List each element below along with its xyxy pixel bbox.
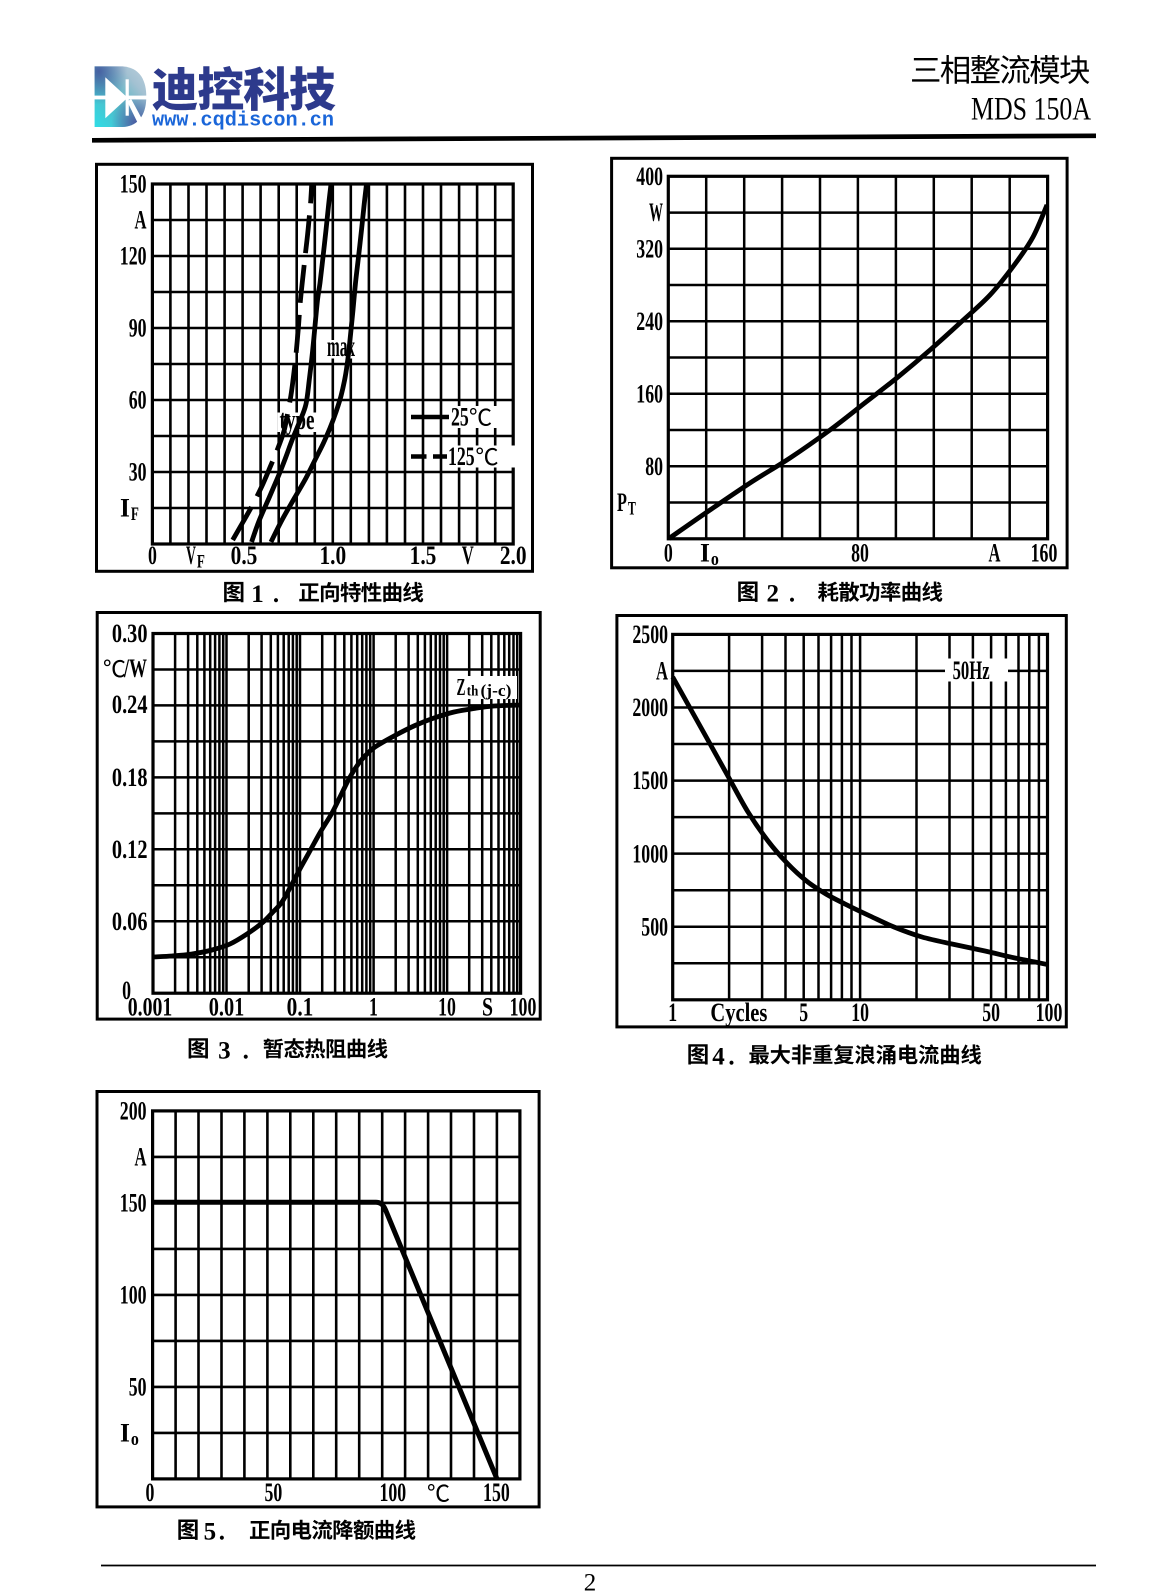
svg-text:F: F — [131, 504, 139, 525]
svg-text:A: A — [135, 206, 147, 235]
svg-text:V: V — [186, 541, 196, 570]
svg-text:1: 1 — [668, 998, 677, 1027]
svg-text:500: 500 — [641, 912, 668, 941]
svg-text:150: 150 — [120, 1189, 147, 1218]
svg-text:0.001: 0.001 — [128, 992, 173, 1021]
svg-text:MDS 150A: MDS 150A — [971, 92, 1091, 128]
svg-text:.: . — [789, 581, 795, 608]
svg-text:.: . — [728, 1043, 734, 1070]
svg-text:0.30: 0.30 — [112, 619, 148, 648]
svg-text:W: W — [649, 198, 663, 227]
svg-text:150: 150 — [483, 1478, 510, 1507]
svg-text:0: 0 — [146, 1478, 155, 1507]
svg-text:5: 5 — [799, 998, 808, 1027]
svg-text:0: 0 — [148, 541, 157, 570]
svg-text:Cycles: Cycles — [710, 998, 767, 1027]
svg-text:5: 5 — [204, 1519, 217, 1546]
svg-text:.: . — [243, 1037, 249, 1064]
svg-text:4: 4 — [712, 1043, 725, 1070]
svg-text:160: 160 — [636, 379, 663, 408]
svg-text:30: 30 — [129, 458, 147, 487]
svg-text:th: th — [467, 683, 479, 699]
svg-text:.: . — [219, 1519, 225, 1546]
svg-text:240: 240 — [636, 307, 663, 336]
svg-text:150: 150 — [120, 170, 147, 199]
svg-text:100: 100 — [379, 1478, 406, 1507]
svg-text:I: I — [700, 539, 710, 568]
svg-text:I: I — [120, 1419, 130, 1448]
svg-text:(j-c): (j-c) — [481, 681, 512, 700]
svg-text:1.5: 1.5 — [410, 541, 437, 570]
svg-text:Z: Z — [457, 675, 466, 701]
svg-text:80: 80 — [851, 539, 869, 568]
svg-text:S: S — [482, 992, 493, 1021]
svg-text:A: A — [656, 657, 668, 686]
svg-text:10: 10 — [438, 992, 456, 1021]
svg-text:100: 100 — [1036, 998, 1063, 1027]
svg-text:0.12: 0.12 — [112, 835, 148, 864]
svg-text:1000: 1000 — [632, 839, 668, 868]
svg-text:125: 125 — [448, 442, 475, 471]
svg-text:T: T — [628, 499, 636, 520]
svg-text:160: 160 — [1031, 539, 1058, 568]
svg-text:/W: /W — [123, 654, 147, 683]
svg-text:1: 1 — [369, 992, 378, 1021]
svg-text:A: A — [135, 1143, 147, 1172]
svg-text:V: V — [462, 541, 474, 570]
svg-text:2: 2 — [766, 581, 779, 608]
svg-text:0: 0 — [664, 539, 673, 568]
svg-text:2: 2 — [584, 1570, 597, 1595]
svg-text:90: 90 — [129, 314, 147, 343]
svg-text:50: 50 — [265, 1478, 283, 1507]
svg-text:2.0: 2.0 — [500, 541, 527, 570]
svg-text:400: 400 — [636, 162, 663, 191]
svg-text:A: A — [989, 539, 1001, 568]
svg-text:2500: 2500 — [632, 620, 668, 649]
svg-text:P: P — [617, 488, 627, 517]
svg-text:10: 10 — [851, 998, 869, 1027]
svg-text:320: 320 — [636, 234, 663, 263]
svg-text:0.5: 0.5 — [231, 541, 258, 570]
svg-text:type: type — [280, 405, 315, 436]
svg-text:100: 100 — [120, 1281, 147, 1310]
svg-text:www.cqdiscon.cn: www.cqdiscon.cn — [152, 110, 334, 133]
svg-text:F: F — [197, 552, 205, 573]
svg-text:0.06: 0.06 — [112, 907, 148, 936]
svg-text:50: 50 — [982, 998, 1000, 1027]
svg-text:1.0: 1.0 — [319, 541, 346, 570]
svg-text:o: o — [711, 549, 719, 570]
svg-text:o: o — [131, 1429, 139, 1450]
svg-text:.: . — [273, 581, 279, 608]
svg-text:60: 60 — [129, 386, 147, 415]
svg-text:1: 1 — [251, 581, 264, 608]
svg-text:0.01: 0.01 — [209, 992, 245, 1021]
svg-text:80: 80 — [645, 452, 663, 481]
svg-text:max: max — [327, 330, 355, 363]
svg-text:50: 50 — [129, 1373, 147, 1402]
svg-text:2000: 2000 — [632, 693, 668, 722]
svg-text:0: 0 — [122, 976, 131, 1005]
svg-text:100: 100 — [510, 992, 537, 1021]
svg-text:200: 200 — [120, 1097, 147, 1126]
svg-text:1500: 1500 — [632, 766, 668, 795]
svg-text:50Hz: 50Hz — [953, 656, 990, 685]
svg-text:0.24: 0.24 — [112, 690, 148, 719]
svg-text:3: 3 — [218, 1037, 231, 1064]
svg-text:25: 25 — [451, 403, 469, 432]
svg-text:120: 120 — [120, 242, 147, 271]
svg-text:I: I — [120, 494, 130, 523]
svg-text:0.1: 0.1 — [287, 992, 314, 1021]
svg-text:0.18: 0.18 — [112, 763, 148, 792]
